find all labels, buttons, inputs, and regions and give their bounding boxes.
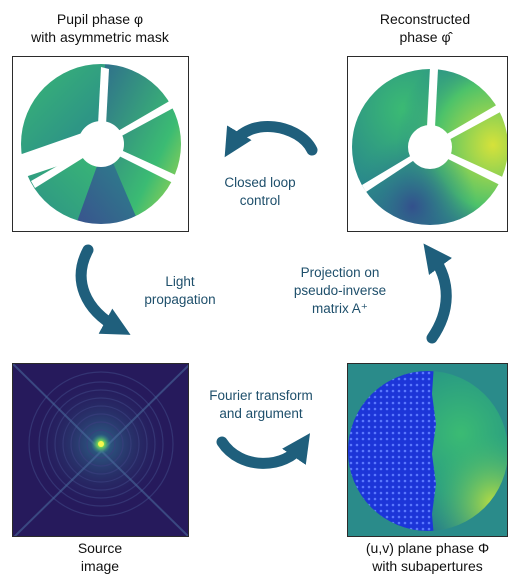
fourier-arrow xyxy=(222,442,302,463)
closed-loop-arrow xyxy=(232,126,312,150)
light-propagation-arrow xyxy=(81,250,118,328)
projection-arrow xyxy=(432,255,446,338)
